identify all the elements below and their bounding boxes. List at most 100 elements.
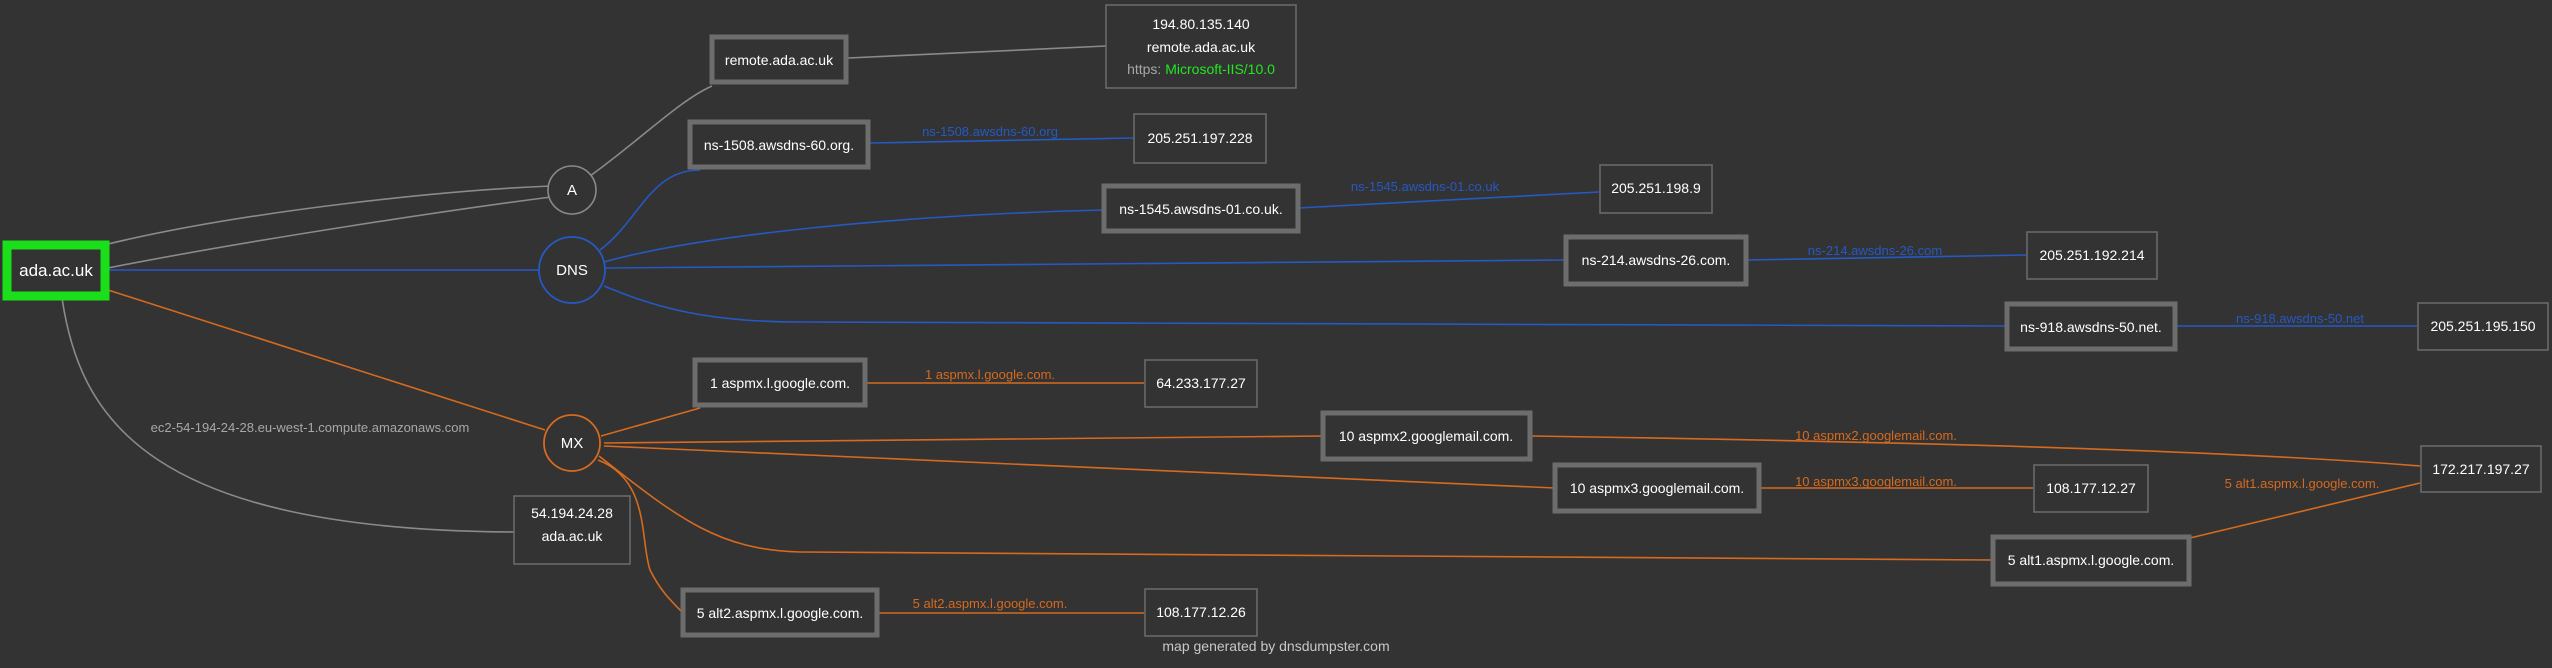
a-host-node[interactable]: remote.ada.ac.uk	[709, 34, 849, 85]
hub-mx-circle	[543, 414, 601, 472]
hub-a-circle	[547, 165, 597, 215]
hub-a[interactable]: A	[547, 165, 597, 215]
ns-node-0-label: ns-1508.awsdns-60.org.	[704, 137, 854, 153]
mx-ip-1-box	[2420, 445, 2542, 493]
mx-ip-4-label: 108.177.12.26	[1156, 604, 1246, 620]
mx-node-2[interactable]: 10 aspmx3.googlemail.com.	[1552, 462, 1762, 514]
mx-node-2-box	[1552, 462, 1762, 514]
ns-node-0[interactable]: ns-1508.awsdns-60.org.	[687, 119, 871, 170]
edge-ns-ip-0	[869, 137, 1134, 144]
edge-remote-info	[847, 45, 1107, 59]
edge-mx-host-2	[603, 445, 1556, 489]
root-node-box	[2, 240, 110, 301]
ns-node-2[interactable]: ns-214.awsdns-26.com.	[1563, 234, 1749, 287]
edge-ns-ip-2	[1745, 254, 2027, 261]
ns-edge-label-2: ns-214.awsdns-26.com	[1808, 243, 1942, 258]
a-info-node[interactable]: 194.80.135.140 remote.ada.ac.uk https: M…	[1105, 4, 1297, 89]
reverse-ip: 54.194.24.28	[531, 505, 613, 521]
mx-node-2-label: 10 aspmx3.googlemail.com.	[1570, 480, 1744, 496]
a-host-box	[709, 34, 849, 85]
a-info-server-line: https: Microsoft-IIS/10.0	[1127, 61, 1275, 77]
root-node[interactable]: ada.ac.uk	[2, 240, 110, 301]
ns-ip-1-label: 205.251.198.9	[1611, 180, 1701, 196]
hub-mx[interactable]: MX	[543, 414, 601, 472]
mx-node-4[interactable]: 5 alt2.aspmx.l.google.com.	[680, 587, 880, 638]
reverse-host: ada.ac.uk	[542, 528, 604, 544]
mx-ip-0-label: 64.233.177.27	[1156, 375, 1246, 391]
mx-ip-2[interactable]: 108.177.12.27	[2033, 464, 2149, 513]
edge-mx-host-0	[600, 407, 701, 437]
mx-edge-label-2: 10 aspmx3.googlemail.com.	[1795, 474, 1957, 489]
a-info-ip: 194.80.135.140	[1152, 16, 1250, 32]
mx-node-4-box	[680, 587, 880, 638]
edge-mx-ip-1	[1530, 435, 2421, 467]
mx-ip-1-label: 172.217.197.27	[2432, 461, 2530, 477]
edge-dns-ns-3	[603, 285, 2008, 327]
ns-ip-3-label: 205.251.195.150	[2430, 318, 2535, 334]
ns-node-1-label: ns-1545.awsdns-01.co.uk.	[1119, 201, 1282, 217]
edge-a-remote	[589, 85, 713, 177]
ns-edge-label-3: ns-918.awsdns-50.net	[2236, 311, 2364, 326]
ns-edge-label-0: ns-1508.awsdns-60.org	[922, 124, 1058, 139]
ns-ip-0-box	[1133, 113, 1267, 164]
ns-node-2-label: ns-214.awsdns-26.com.	[1582, 252, 1731, 268]
mx-node-3[interactable]: 5 alt1.aspmx.l.google.com.	[1990, 534, 2192, 587]
footer-credit: map generated by dnsdumpster.com	[1162, 638, 1389, 654]
ns-node-3-label: ns-918.awsdns-50.net.	[2020, 319, 2162, 335]
mx-ip-4[interactable]: 108.177.12.26	[1144, 588, 1258, 637]
mx-ip-4-box	[1144, 588, 1258, 637]
mx-node-3-box	[1990, 534, 2192, 587]
ns-edge-label-1: ns-1545.awsdns-01.co.uk	[1351, 179, 1500, 194]
ns-node-3[interactable]: ns-918.awsdns-50.net.	[2004, 301, 2178, 352]
a-info-server: Microsoft-IIS/10.0	[1165, 61, 1275, 77]
edge-dns-ns-0	[599, 169, 701, 251]
mx-ip-0-box	[1144, 359, 1258, 408]
edge-mx-host-4	[597, 459, 684, 614]
edge-dns-ns-1	[603, 209, 1105, 263]
reverse-node[interactable]: 54.194.24.28 ada.ac.uk	[513, 495, 631, 565]
mx-ip-shared[interactable]: 172.217.197.27	[2420, 445, 2542, 493]
mx-edge-label-1: 10 aspmx2.googlemail.com.	[1795, 428, 1957, 443]
a-info-box	[1105, 4, 1297, 89]
ns-ip-2[interactable]: 205.251.192.214	[2026, 231, 2158, 280]
ns-ip-3[interactable]: 205.251.195.150	[2417, 302, 2549, 351]
mx-node-1-label: 10 aspmx2.googlemail.com.	[1339, 428, 1513, 444]
root-node-label: ada.ac.uk	[19, 261, 93, 280]
ns-node-0-box	[687, 119, 871, 170]
edge-mx-host-1	[603, 435, 1324, 444]
mx-edge-label-4: 5 alt2.aspmx.l.google.com.	[913, 596, 1068, 611]
mx-node-3-label: 5 alt1.aspmx.l.google.com.	[2008, 552, 2175, 568]
mx-node-0-box	[692, 357, 868, 408]
mx-node-4-label: 5 alt2.aspmx.l.google.com.	[697, 605, 864, 621]
a-info-host: remote.ada.ac.uk	[1147, 39, 1256, 55]
ns-node-1-box	[1101, 183, 1301, 234]
ns-node-1[interactable]: ns-1545.awsdns-01.co.uk.	[1101, 183, 1301, 234]
mx-ip-0[interactable]: 64.233.177.27	[1144, 359, 1258, 408]
edge-root-reverse	[61, 297, 515, 533]
mx-edge-label-3: 5 alt1.aspmx.l.google.com.	[2225, 476, 2380, 491]
ns-ip-2-label: 205.251.192.214	[2039, 247, 2144, 263]
edge-root-a	[107, 185, 552, 245]
ns-ip-0[interactable]: 205.251.197.228	[1133, 113, 1267, 164]
mx-edge-label-0: 1 aspmx.l.google.com.	[925, 367, 1055, 382]
mx-node-1[interactable]: 10 aspmx2.googlemail.com.	[1320, 410, 1533, 462]
ns-node-2-box	[1563, 234, 1749, 287]
edge-root-a-2	[107, 196, 552, 269]
mx-node-0[interactable]: 1 aspmx.l.google.com.	[692, 357, 868, 408]
ns-node-3-box	[2004, 301, 2178, 352]
ns-ip-1-box	[1599, 164, 1713, 214]
reverse-edge-label: ec2-54-194-24-28.eu-west-1.compute.amazo…	[151, 420, 470, 435]
edge-ns-ip-1	[1297, 191, 1600, 209]
edge-root-mx	[107, 289, 546, 431]
hub-dns[interactable]: DNS	[538, 236, 606, 304]
a-host-label: remote.ada.ac.uk	[725, 52, 834, 68]
edge-mx-host-3	[598, 455, 1994, 561]
reverse-box	[513, 495, 631, 565]
hub-mx-label: MX	[561, 435, 584, 452]
hub-dns-circle	[538, 236, 606, 304]
mx-node-1-box	[1320, 410, 1533, 462]
ns-ip-2-box	[2026, 231, 2158, 280]
hub-dns-label: DNS	[556, 262, 588, 279]
ns-ip-1[interactable]: 205.251.198.9	[1599, 164, 1713, 214]
